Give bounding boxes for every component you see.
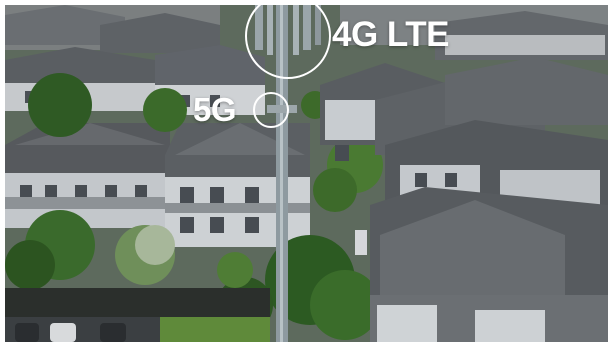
right-houses bbox=[320, 57, 608, 342]
photo-frame: 4G LTE 5G bbox=[5, 5, 608, 342]
lte-antenna-ring bbox=[245, 5, 331, 79]
fiveg-label: 5G bbox=[193, 91, 237, 128]
fiveg-antenna-ring bbox=[253, 92, 289, 128]
background-houses bbox=[5, 5, 608, 60]
ground-details bbox=[5, 230, 367, 342]
lte-label: 4G LTE bbox=[332, 15, 449, 54]
